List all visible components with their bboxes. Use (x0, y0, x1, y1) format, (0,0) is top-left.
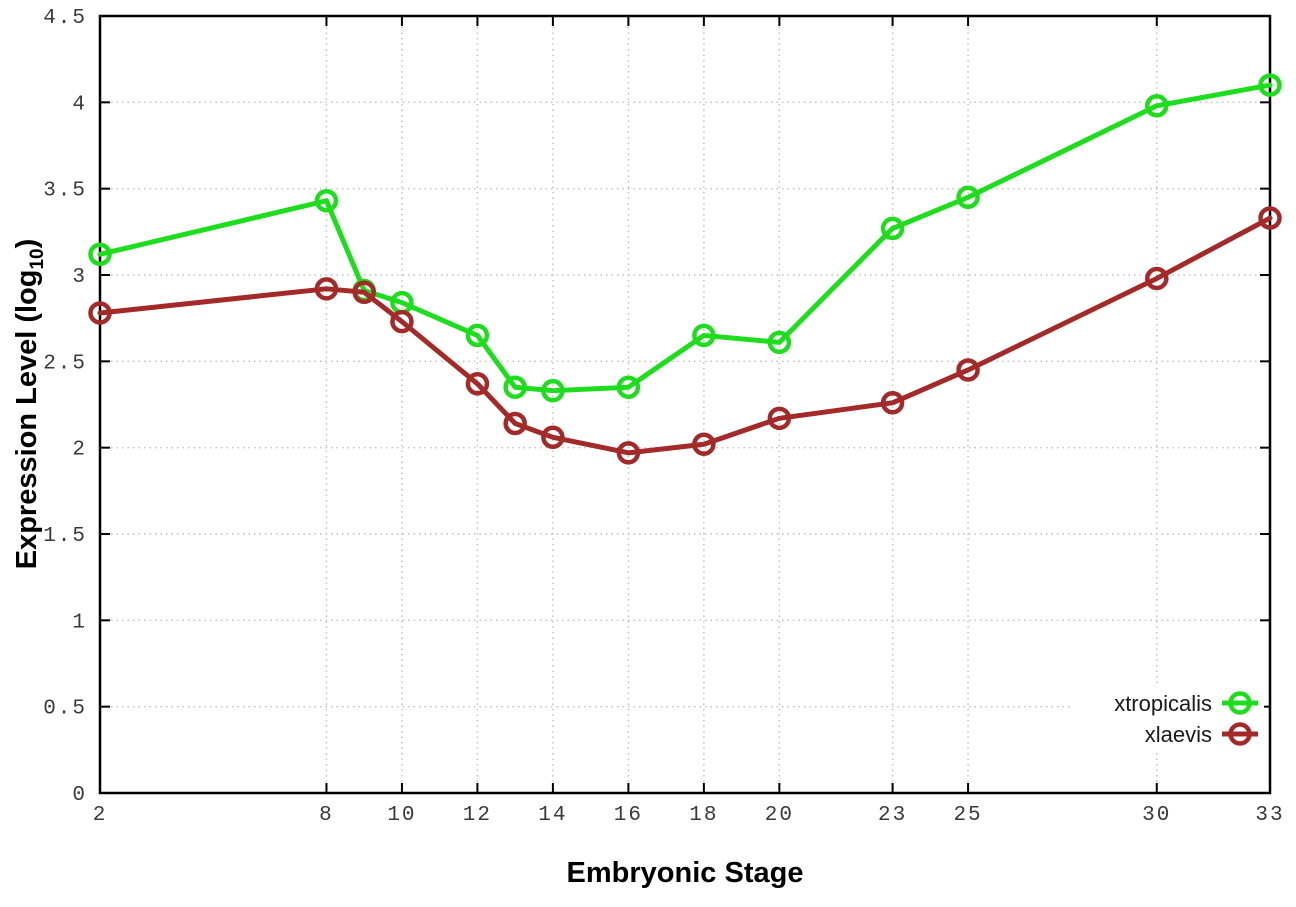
x-tick-label: 8 (319, 804, 334, 827)
x-tick-label: 10 (387, 804, 416, 827)
data-point-xlaevis (352, 280, 376, 305)
x-tick-label: 33 (1255, 804, 1284, 827)
y-tick-label: 1.5 (43, 525, 87, 548)
data-point-xlaevis (767, 406, 792, 431)
data-point-xtropicalis (616, 375, 641, 399)
data-point-xlaevis (465, 372, 490, 396)
x-tick-label: 25 (953, 804, 982, 827)
x-axis-title: Embryonic Stage (567, 857, 804, 889)
series-line-xlaevis (97, 215, 1273, 456)
x-tick-label: 23 (878, 804, 907, 827)
data-point-xtropicalis (1258, 73, 1282, 97)
data-point-xlaevis (880, 391, 905, 415)
x-tick-label: 14 (538, 804, 567, 827)
x-tick-label: 30 (1142, 804, 1171, 827)
legend-marker-xtropicalis (1228, 691, 1252, 715)
x-tick-label: 2 (93, 804, 108, 827)
data-point-xlaevis (541, 425, 565, 450)
data-point-xlaevis (503, 411, 527, 436)
plot-border (98, 14, 1272, 795)
data-point-xtropicalis (880, 216, 905, 241)
axis-layer: 2 8 10 12 14 16 18 20 23 25 30 33 0 0.5 1 1.5 2 2.5 3 3.5 4 4… (43, 7, 1284, 827)
data-point-xtropicalis (541, 378, 565, 403)
y-axis-title: Expression Level (log10) (11, 239, 48, 570)
data-point-xlaevis (956, 358, 980, 382)
data-point-xlaevis (1145, 266, 1169, 291)
y-tick-label: 2 (72, 439, 87, 462)
y-tick-label: 4 (72, 93, 87, 116)
data-point-xtropicalis (314, 189, 339, 213)
y-tick-label: 0.5 (43, 698, 87, 721)
data-point-xlaevis (1258, 206, 1282, 230)
y-tick-label: 2.5 (43, 352, 87, 375)
legend-layer: xtropicalis xlaevis (1072, 683, 1264, 749)
y-tick-label: 3 (72, 266, 87, 289)
data-point-xtropicalis (692, 323, 716, 348)
data-point-xlaevis (314, 277, 339, 301)
data-point-xtropicalis (503, 375, 527, 399)
x-tick-label: 16 (614, 804, 643, 827)
grid-layer (100, 16, 1270, 793)
x-tick-label: 12 (463, 804, 492, 827)
y-axis-title-close: ) (11, 239, 43, 249)
y-axis-title-subscript: 10 (27, 248, 48, 269)
y-tick-label: 4.5 (43, 7, 87, 30)
y-tick-label: 1 (72, 611, 87, 634)
data-point-xtropicalis (956, 185, 980, 210)
legend-marker-xlaevis (1228, 722, 1252, 746)
legend-label-xtropicalis: xtropicalis (1114, 691, 1212, 716)
x-tick-label: 18 (689, 804, 718, 827)
data-point-xlaevis (616, 441, 641, 465)
data-point-xlaevis (88, 301, 112, 325)
series-layer (88, 73, 1282, 465)
data-point-xlaevis (692, 432, 716, 456)
data-point-xtropicalis (88, 242, 112, 267)
data-point-xtropicalis (767, 330, 792, 355)
y-tick-label: 3.5 (43, 180, 87, 203)
y-axis-title-main: Expression Level (log (11, 270, 43, 570)
legend-label-xlaevis: xlaevis (1145, 722, 1212, 747)
data-point-xtropicalis (1145, 94, 1169, 118)
data-point-xlaevis (390, 309, 414, 334)
data-point-xtropicalis (465, 323, 490, 348)
series-line-xtropicalis (97, 82, 1273, 394)
x-tick-label: 20 (765, 804, 794, 827)
y-tick-label: 0 (72, 784, 87, 807)
